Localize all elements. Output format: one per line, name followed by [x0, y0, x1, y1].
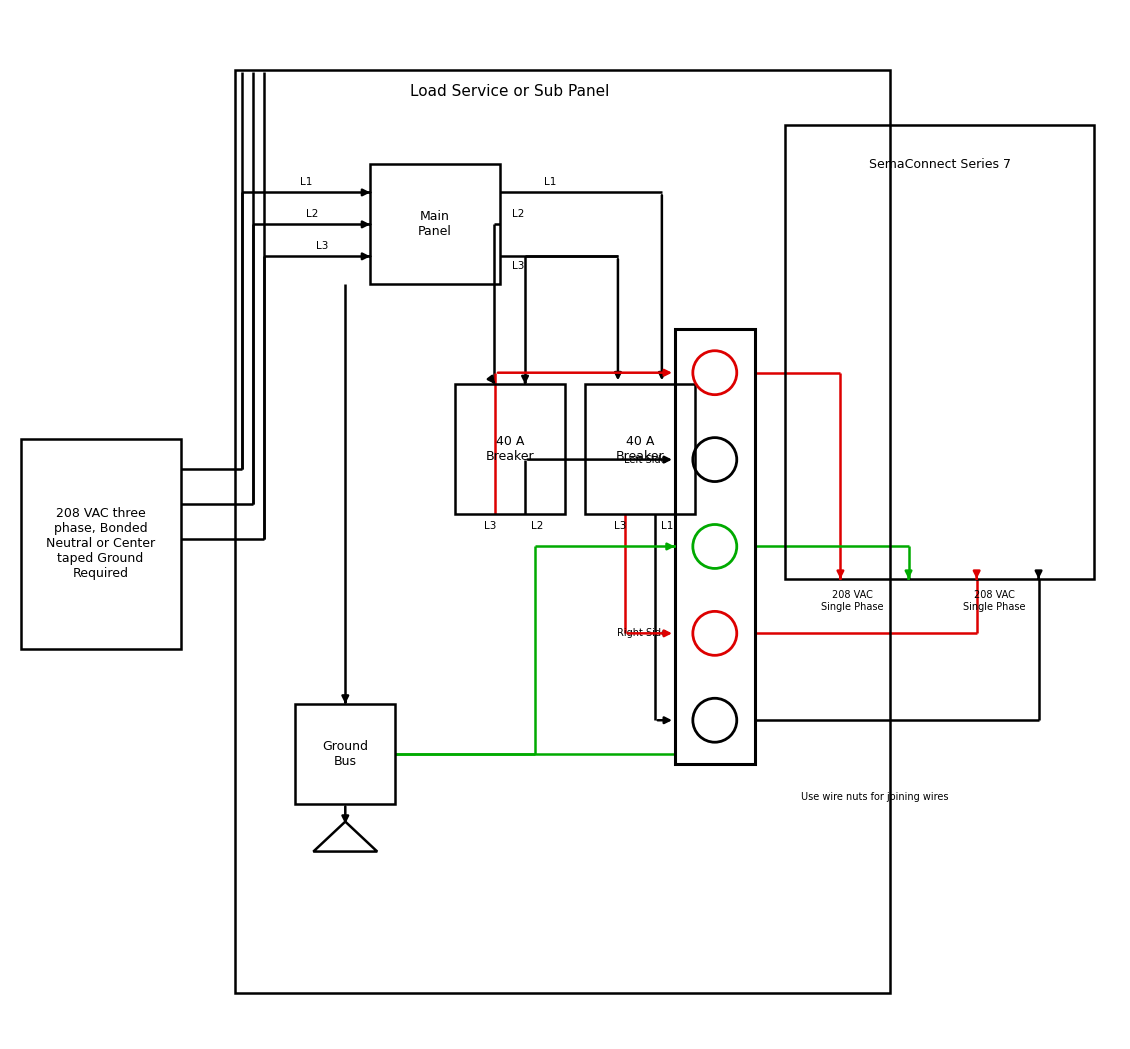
Text: Right Side: Right Side: [617, 628, 667, 639]
Text: 208 VAC
Single Phase: 208 VAC Single Phase: [822, 591, 884, 612]
Bar: [455, 384, 565, 514]
Text: Load Service or Sub Panel: Load Service or Sub Panel: [410, 84, 610, 99]
Text: L3: L3: [316, 241, 329, 252]
Bar: [20, 440, 181, 649]
Bar: [295, 704, 396, 804]
Text: 40 A
Breaker: 40 A Breaker: [616, 435, 664, 463]
Bar: [371, 165, 501, 284]
Text: L2: L2: [512, 210, 524, 219]
Text: Left Side: Left Side: [624, 454, 667, 465]
Text: L3: L3: [614, 521, 626, 531]
Text: L3: L3: [512, 261, 524, 272]
Text: Use wire nuts for joining wires: Use wire nuts for joining wires: [801, 792, 948, 801]
Bar: [585, 384, 695, 514]
Text: L1: L1: [544, 177, 556, 188]
Text: SemaConnect Series 7: SemaConnect Series 7: [869, 158, 1010, 171]
Text: Main
Panel: Main Panel: [418, 211, 452, 238]
Text: 40 A
Breaker: 40 A Breaker: [486, 435, 534, 463]
Text: 208 VAC three
phase, Bonded
Neutral or Center
taped Ground
Required: 208 VAC three phase, Bonded Neutral or C…: [46, 508, 155, 580]
Text: L1: L1: [661, 521, 673, 531]
Text: 208 VAC
Single Phase: 208 VAC Single Phase: [964, 591, 1026, 612]
Text: Ground
Bus: Ground Bus: [322, 740, 368, 768]
Text: L3: L3: [484, 521, 496, 531]
Bar: [235, 69, 889, 993]
Bar: [675, 329, 755, 764]
Text: L2: L2: [305, 210, 318, 219]
Bar: [784, 125, 1094, 579]
Text: L1: L1: [301, 177, 313, 188]
Text: L2: L2: [531, 521, 544, 531]
